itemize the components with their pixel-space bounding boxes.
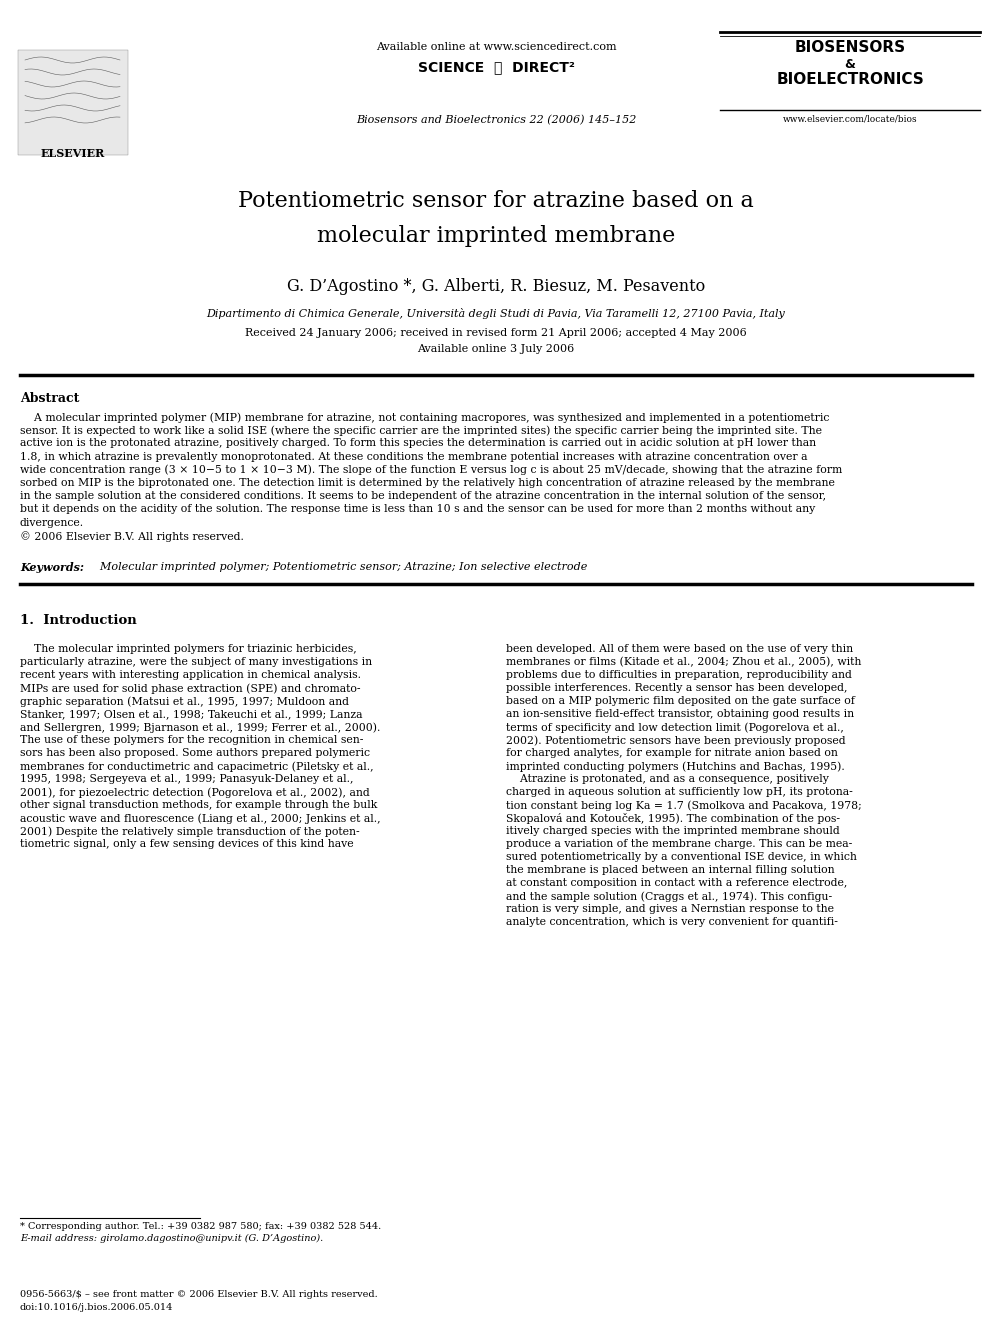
Text: acoustic wave and fluorescence (Liang et al., 2000; Jenkins et al.,: acoustic wave and fluorescence (Liang et… xyxy=(20,814,381,823)
Text: sensor. It is expected to work like a solid ISE (where the specific carrier are : sensor. It is expected to work like a so… xyxy=(20,425,822,435)
Text: 1995, 1998; Sergeyeva et al., 1999; Panasyuk-Delaney et al.,: 1995, 1998; Sergeyeva et al., 1999; Pana… xyxy=(20,774,353,785)
Text: Dipartimento di Chimica Generale, Università degli Studi di Pavia, Via Taramelli: Dipartimento di Chimica Generale, Univer… xyxy=(206,308,786,319)
Text: 2001) Despite the relatively simple transduction of the poten-: 2001) Despite the relatively simple tran… xyxy=(20,826,360,836)
Text: 1.  Introduction: 1. Introduction xyxy=(20,614,137,627)
Text: 1.8, in which atrazine is prevalently monoprotonated. At these conditions the me: 1.8, in which atrazine is prevalently mo… xyxy=(20,451,807,462)
Text: other signal transduction methods, for example through the bulk: other signal transduction methods, for e… xyxy=(20,800,377,810)
Text: Received 24 January 2006; received in revised form 21 April 2006; accepted 4 May: Received 24 January 2006; received in re… xyxy=(245,328,747,337)
Text: molecular imprinted membrane: molecular imprinted membrane xyxy=(316,225,676,247)
Text: in the sample solution at the considered conditions. It seems to be independent : in the sample solution at the considered… xyxy=(20,491,826,501)
FancyBboxPatch shape xyxy=(18,50,128,155)
Text: tion constant being log Ka = 1.7 (Smolkova and Pacakova, 1978;: tion constant being log Ka = 1.7 (Smolko… xyxy=(506,800,862,811)
Text: and the sample solution (Craggs et al., 1974). This configu-: and the sample solution (Craggs et al., … xyxy=(506,890,832,901)
Text: Keywords:: Keywords: xyxy=(20,562,84,573)
Text: sorbed on MIP is the biprotonated one. The detection limit is determined by the : sorbed on MIP is the biprotonated one. T… xyxy=(20,478,835,488)
Text: been developed. All of them were based on the use of very thin: been developed. All of them were based o… xyxy=(506,644,853,654)
Text: charged in aqueous solution at sufficiently low pH, its protona-: charged in aqueous solution at sufficien… xyxy=(506,787,853,796)
Text: and Sellergren, 1999; Bjarnason et al., 1999; Ferrer et al., 2000).: and Sellergren, 1999; Bjarnason et al., … xyxy=(20,722,380,733)
Text: Available online at www.sciencedirect.com: Available online at www.sciencedirect.co… xyxy=(376,42,616,52)
Text: for charged analytes, for example for nitrate anion based on: for charged analytes, for example for ni… xyxy=(506,747,838,758)
Text: The molecular imprinted polymers for triazinic herbicides,: The molecular imprinted polymers for tri… xyxy=(20,644,357,654)
Text: recent years with interesting application in chemical analysis.: recent years with interesting applicatio… xyxy=(20,669,361,680)
Text: ELSEVIER: ELSEVIER xyxy=(41,148,105,159)
Text: particularly atrazine, were the subject of many investigations in: particularly atrazine, were the subject … xyxy=(20,658,372,667)
Text: A molecular imprinted polymer (MIP) membrane for atrazine, not containing macrop: A molecular imprinted polymer (MIP) memb… xyxy=(20,411,829,422)
Text: graphic separation (Matsui et al., 1995, 1997; Muldoon and: graphic separation (Matsui et al., 1995,… xyxy=(20,696,349,706)
Text: the membrane is placed between an internal filling solution: the membrane is placed between an intern… xyxy=(506,865,834,875)
Text: * Corresponding author. Tel.: +39 0382 987 580; fax: +39 0382 528 544.: * Corresponding author. Tel.: +39 0382 9… xyxy=(20,1222,381,1230)
Text: 2001), for piezoelectric detection (Pogorelova et al., 2002), and: 2001), for piezoelectric detection (Pogo… xyxy=(20,787,370,798)
Text: active ion is the protonated atrazine, positively charged. To form this species : active ion is the protonated atrazine, p… xyxy=(20,438,816,448)
Text: doi:10.1016/j.bios.2006.05.014: doi:10.1016/j.bios.2006.05.014 xyxy=(20,1303,174,1312)
Text: The use of these polymers for the recognition in chemical sen-: The use of these polymers for the recogn… xyxy=(20,736,363,745)
Text: Stanker, 1997; Olsen et al., 1998; Takeuchi et al., 1999; Lanza: Stanker, 1997; Olsen et al., 1998; Takeu… xyxy=(20,709,362,718)
Text: possible interferences. Recently a sensor has been developed,: possible interferences. Recently a senso… xyxy=(506,683,847,693)
Text: divergence.: divergence. xyxy=(20,517,84,528)
Text: but it depends on the acidity of the solution. The response time is less than 10: but it depends on the acidity of the sol… xyxy=(20,504,815,515)
Text: analyte concentration, which is very convenient for quantifi-: analyte concentration, which is very con… xyxy=(506,917,838,927)
Text: BIOELECTRONICS: BIOELECTRONICS xyxy=(776,71,924,87)
Text: sors has been also proposed. Some authors prepared polymeric: sors has been also proposed. Some author… xyxy=(20,747,370,758)
Text: Biosensors and Bioelectronics 22 (2006) 145–152: Biosensors and Bioelectronics 22 (2006) … xyxy=(356,115,636,126)
Text: Potentiometric sensor for atrazine based on a: Potentiometric sensor for atrazine based… xyxy=(238,191,754,212)
Text: Molecular imprinted polymer; Potentiometric sensor; Atrazine; Ion selective elec: Molecular imprinted polymer; Potentiomet… xyxy=(93,562,587,572)
Text: Atrazine is protonated, and as a consequence, positively: Atrazine is protonated, and as a consequ… xyxy=(506,774,829,785)
Text: www.elsevier.com/locate/bios: www.elsevier.com/locate/bios xyxy=(783,115,918,124)
Text: ration is very simple, and gives a Nernstian response to the: ration is very simple, and gives a Nerns… xyxy=(506,904,834,914)
Text: membranes or films (Kitade et al., 2004; Zhou et al., 2005), with: membranes or films (Kitade et al., 2004;… xyxy=(506,658,861,667)
Text: BIOSENSORS: BIOSENSORS xyxy=(795,40,906,56)
Text: itively charged species with the imprinted membrane should: itively charged species with the imprint… xyxy=(506,826,840,836)
Text: Skopalová and Kotouček, 1995). The combination of the pos-: Skopalová and Kotouček, 1995). The combi… xyxy=(506,814,840,824)
Text: produce a variation of the membrane charge. This can be mea-: produce a variation of the membrane char… xyxy=(506,839,852,849)
Text: 2002). Potentiometric sensors have been previously proposed: 2002). Potentiometric sensors have been … xyxy=(506,736,845,746)
Text: Available online 3 July 2006: Available online 3 July 2006 xyxy=(418,344,574,355)
Text: &: & xyxy=(844,58,855,71)
Text: at constant composition in contact with a reference electrode,: at constant composition in contact with … xyxy=(506,878,847,888)
Text: based on a MIP polymeric film deposited on the gate surface of: based on a MIP polymeric film deposited … xyxy=(506,696,855,706)
Text: G. D’Agostino *, G. Alberti, R. Biesuz, M. Pesavento: G. D’Agostino *, G. Alberti, R. Biesuz, … xyxy=(287,278,705,295)
Text: tiometric signal, only a few sensing devices of this kind have: tiometric signal, only a few sensing dev… xyxy=(20,839,353,849)
Text: sured potentiometrically by a conventional ISE device, in which: sured potentiometrically by a convention… xyxy=(506,852,857,863)
Text: terms of specificity and low detection limit (Pogorelova et al.,: terms of specificity and low detection l… xyxy=(506,722,844,733)
Text: membranes for conductimetric and capacimetric (Piletsky et al.,: membranes for conductimetric and capacim… xyxy=(20,761,374,771)
Text: Abstract: Abstract xyxy=(20,392,79,405)
Text: 0956-5663/$ – see front matter © 2006 Elsevier B.V. All rights reserved.: 0956-5663/$ – see front matter © 2006 El… xyxy=(20,1290,378,1299)
Text: MIPs are used for solid phase extraction (SPE) and chromato-: MIPs are used for solid phase extraction… xyxy=(20,683,360,693)
Text: problems due to difficulties in preparation, reproducibility and: problems due to difficulties in preparat… xyxy=(506,669,852,680)
Text: an ion-sensitive field-effect transistor, obtaining good results in: an ion-sensitive field-effect transistor… xyxy=(506,709,854,718)
Text: wide concentration range (3 × 10−5 to 1 × 10−3 M). The slope of the function E v: wide concentration range (3 × 10−5 to 1 … xyxy=(20,464,842,475)
Text: E-mail address: girolamo.dagostino@unipv.it (G. D’Agostino).: E-mail address: girolamo.dagostino@unipv… xyxy=(20,1234,323,1244)
Text: SCIENCE  ⓐ  DIRECT²: SCIENCE ⓐ DIRECT² xyxy=(418,60,574,74)
Text: imprinted conducting polymers (Hutchins and Bachas, 1995).: imprinted conducting polymers (Hutchins … xyxy=(506,761,845,771)
Text: © 2006 Elsevier B.V. All rights reserved.: © 2006 Elsevier B.V. All rights reserved… xyxy=(20,531,244,541)
